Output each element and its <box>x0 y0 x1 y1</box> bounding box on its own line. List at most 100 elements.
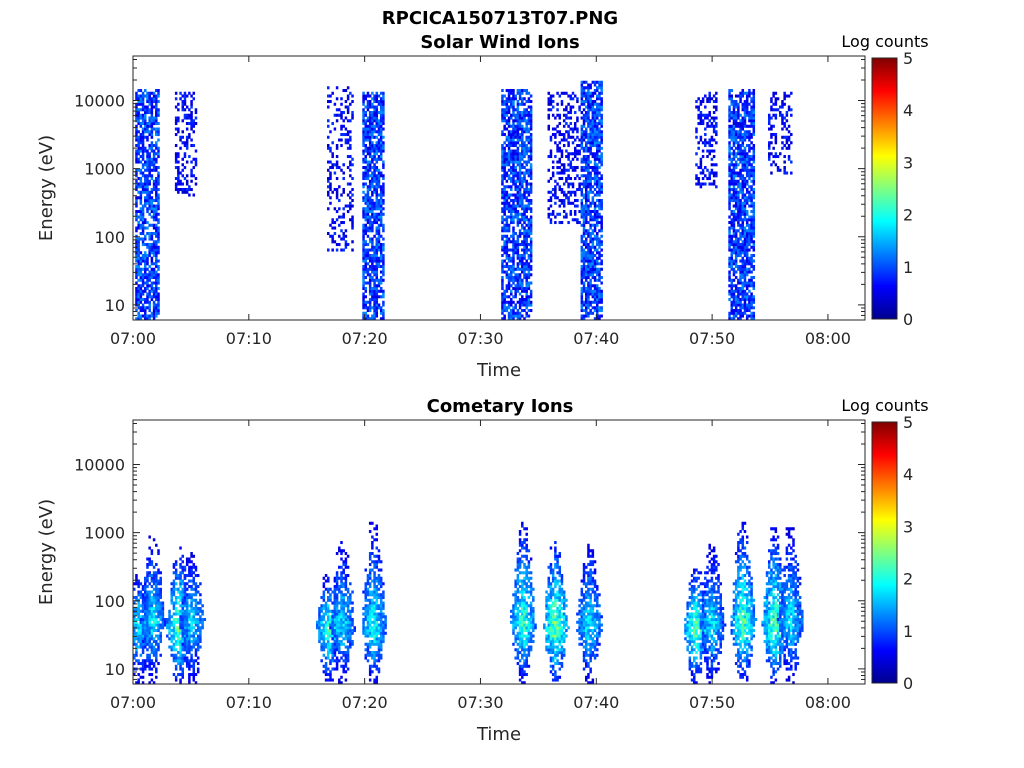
heatmap-cell <box>364 317 368 320</box>
heatmap-cell <box>152 157 156 161</box>
heatmap-cell <box>523 218 526 222</box>
heatmap-cell <box>521 270 524 274</box>
heatmap-cell <box>589 256 592 260</box>
heatmap-cell <box>168 612 171 616</box>
heatmap-cell <box>741 303 745 307</box>
heatmap-cell <box>503 234 506 238</box>
heatmap-cell <box>368 267 372 271</box>
heatmap-cell <box>600 160 603 164</box>
heatmap-cell <box>525 276 528 280</box>
heatmap-cell <box>177 108 180 112</box>
heatmap-cell <box>150 598 154 602</box>
heatmap-cell <box>743 138 747 142</box>
heatmap-cell <box>752 201 756 205</box>
heatmap-cell <box>375 232 379 236</box>
heatmap-cell <box>730 113 734 117</box>
heatmap-cell <box>501 295 504 299</box>
heatmap-cell <box>501 287 504 291</box>
heatmap-cell <box>146 637 149 641</box>
heatmap-cell <box>344 204 348 208</box>
heatmap-cell <box>741 149 745 153</box>
heatmap-cell <box>150 201 154 205</box>
heatmap-cell <box>554 135 557 139</box>
heatmap-cell <box>512 163 515 167</box>
heatmap-cell <box>157 201 160 205</box>
heatmap-cell <box>137 168 140 172</box>
heatmap-cell <box>787 124 791 128</box>
heatmap-cell <box>734 245 738 249</box>
heatmap-cell <box>155 113 158 117</box>
heatmap-cell <box>146 94 149 98</box>
heatmap-cell <box>558 116 562 120</box>
heatmap-cell <box>382 160 385 164</box>
heatmap-cell <box>371 179 374 183</box>
heatmap-cell <box>739 223 742 227</box>
heatmap-cell <box>591 201 595 205</box>
heatmap-cell <box>144 267 147 271</box>
heatmap-cell <box>368 152 372 156</box>
heatmap-cell <box>596 240 599 244</box>
heatmap-cell <box>730 223 734 227</box>
heatmap-cell <box>144 127 147 131</box>
heatmap-cell <box>135 226 138 230</box>
heatmap-cell <box>141 130 145 134</box>
heatmap-cell <box>600 207 603 211</box>
heatmap-cell <box>598 278 601 282</box>
heatmap-cell <box>790 133 793 137</box>
heatmap-cell <box>752 100 756 104</box>
heatmap-cell <box>139 149 143 153</box>
heatmap-cell <box>529 188 533 192</box>
heatmap-cell <box>739 135 742 139</box>
heatmap-cell <box>589 127 592 131</box>
heatmap-cell <box>379 199 383 203</box>
heatmap-cell <box>137 157 140 161</box>
heatmap-cell <box>589 212 592 216</box>
heatmap-cell <box>510 248 513 252</box>
heatmap-cell <box>600 174 603 178</box>
heatmap-cell <box>157 623 160 627</box>
heatmap-cell <box>734 190 738 194</box>
heatmap-cell <box>556 130 559 134</box>
heatmap-cell <box>177 119 180 123</box>
heatmap-cell <box>338 215 341 219</box>
heatmap-cell <box>565 196 568 200</box>
heatmap-cell <box>580 254 584 258</box>
heatmap-cell <box>732 240 736 244</box>
heatmap-cell <box>741 89 745 93</box>
heatmap-cell <box>752 113 756 117</box>
heatmap-cell <box>137 245 140 249</box>
heatmap-cell <box>148 590 151 594</box>
heatmap-cell <box>141 174 145 178</box>
heatmap-cell <box>146 273 149 277</box>
heatmap-cell <box>368 130 372 134</box>
heatmap-cell <box>593 127 597 131</box>
heatmap-cell <box>168 645 171 649</box>
heatmap-cell <box>728 248 731 252</box>
heatmap-cell <box>593 207 597 211</box>
heatmap-cell <box>335 108 339 112</box>
heatmap-cell <box>373 188 376 192</box>
heatmap-cell <box>135 618 138 622</box>
heatmap-cell <box>521 146 524 150</box>
heatmap-cell <box>514 287 517 291</box>
heatmap-cell <box>371 256 374 260</box>
heatmap-cell <box>776 155 780 159</box>
heatmap-cell <box>728 111 731 115</box>
heatmap-cell <box>560 133 564 137</box>
heatmap-cell <box>743 210 747 214</box>
heatmap-cell <box>503 171 506 175</box>
heatmap-cell <box>712 130 716 134</box>
heatmap-cell <box>150 144 154 148</box>
heatmap-cell <box>192 122 196 126</box>
heatmap-cell <box>750 135 753 139</box>
heatmap-cell <box>371 306 374 310</box>
heatmap-cell <box>750 256 753 260</box>
heatmap-cell <box>503 196 506 200</box>
heatmap-cell <box>507 265 511 269</box>
heatmap-cell <box>377 265 381 269</box>
heatmap-cell <box>580 182 584 186</box>
heatmap-cell <box>340 127 343 131</box>
heatmap-cell <box>739 210 742 214</box>
heatmap-cell <box>349 160 352 164</box>
heatmap-cell <box>587 276 590 280</box>
